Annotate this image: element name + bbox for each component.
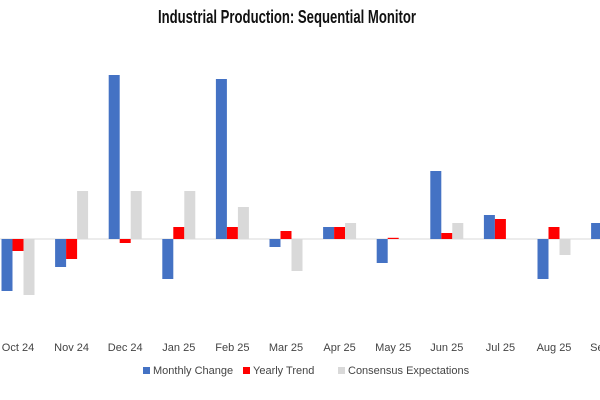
x-tick-label: Oct 24 [2,342,34,354]
bar [215,79,227,239]
x-tick-label: Jun 25 [430,342,463,354]
bar [591,223,600,239]
chart-title: Industrial Production: Sequential Monito… [158,7,416,27]
bar [66,239,78,259]
bar [184,191,196,239]
bar [119,239,131,243]
bar [108,75,120,239]
bar [269,239,281,247]
x-tick-label: Jan 25 [162,342,195,354]
bar [548,227,560,239]
bar [376,239,388,263]
x-tick-label: Feb 25 [215,342,249,354]
bar [537,239,549,279]
bar [226,227,238,239]
bar [387,237,399,239]
x-tick-label: Apr 25 [323,342,355,354]
x-tick-label: May 25 [375,342,411,354]
x-tick-label: Aug 25 [537,342,572,354]
bar [237,207,249,239]
x-tick-label: Sep 25 [590,342,600,354]
bar [334,227,346,239]
bar [345,223,357,239]
bar [12,239,24,251]
bar [130,191,142,239]
bar [430,171,442,239]
bar [483,215,495,239]
legend-swatch [338,367,345,374]
bar [77,191,89,239]
bar [291,239,303,271]
bar [55,239,67,267]
bar [162,239,174,279]
x-tick-label: Nov 24 [54,342,89,354]
bar [23,239,35,295]
legend-swatch [243,367,250,374]
legend-label: Consensus Expectations [348,365,470,377]
x-tick-label: Dec 24 [108,342,143,354]
bar [173,227,185,239]
bar [1,239,13,291]
bar [559,239,571,255]
bar [398,239,410,240]
bar [452,223,464,239]
bar [494,219,506,239]
x-tick-label: Mar 25 [269,342,303,354]
bar [323,227,335,239]
bar [505,239,517,240]
legend-label: Monthly Change [153,365,233,377]
x-tick-label: Jul 25 [486,342,515,354]
bar [441,233,453,239]
bar [280,231,292,239]
legend-swatch [143,367,150,374]
legend-label: Yearly Trend [253,365,314,377]
